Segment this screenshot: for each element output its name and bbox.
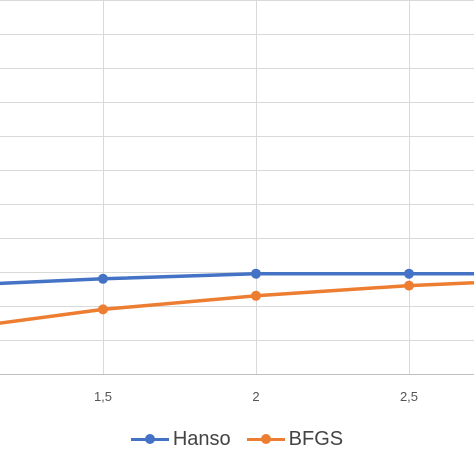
- x-tick-label: 2,5: [400, 389, 418, 404]
- data-point-bfgs: [404, 280, 414, 291]
- legend-swatch-hanso: [130, 432, 169, 446]
- x-tick-label: 2: [252, 389, 259, 404]
- legend-dot-bfgs: [260, 434, 271, 444]
- legend-dot-hanso: [144, 434, 155, 444]
- data-point-hanso: [251, 268, 261, 279]
- legend-label-hanso: Hanso: [172, 427, 231, 450]
- series-group: [0, 268, 474, 325]
- legend-item-hanso: Hanso: [130, 427, 231, 451]
- data-point-hanso: [98, 273, 108, 284]
- x-tick-label: 1,5: [94, 389, 112, 404]
- series-line-bfgs: [0, 280, 474, 325]
- legend-item-bfgs: BFGS: [246, 427, 344, 451]
- legend-label-bfgs: BFGS: [288, 427, 344, 450]
- data-point-bfgs: [98, 304, 108, 315]
- legend: Hanso BFGS: [0, 424, 474, 454]
- legend-swatch-bfgs: [246, 432, 285, 446]
- data-point-bfgs: [251, 290, 261, 301]
- data-point-hanso: [404, 268, 414, 279]
- series-line-hanso: [0, 271, 474, 286]
- grid: [0, 0, 474, 375]
- x-axis-ticks: 1,5 2 2,5: [94, 389, 418, 404]
